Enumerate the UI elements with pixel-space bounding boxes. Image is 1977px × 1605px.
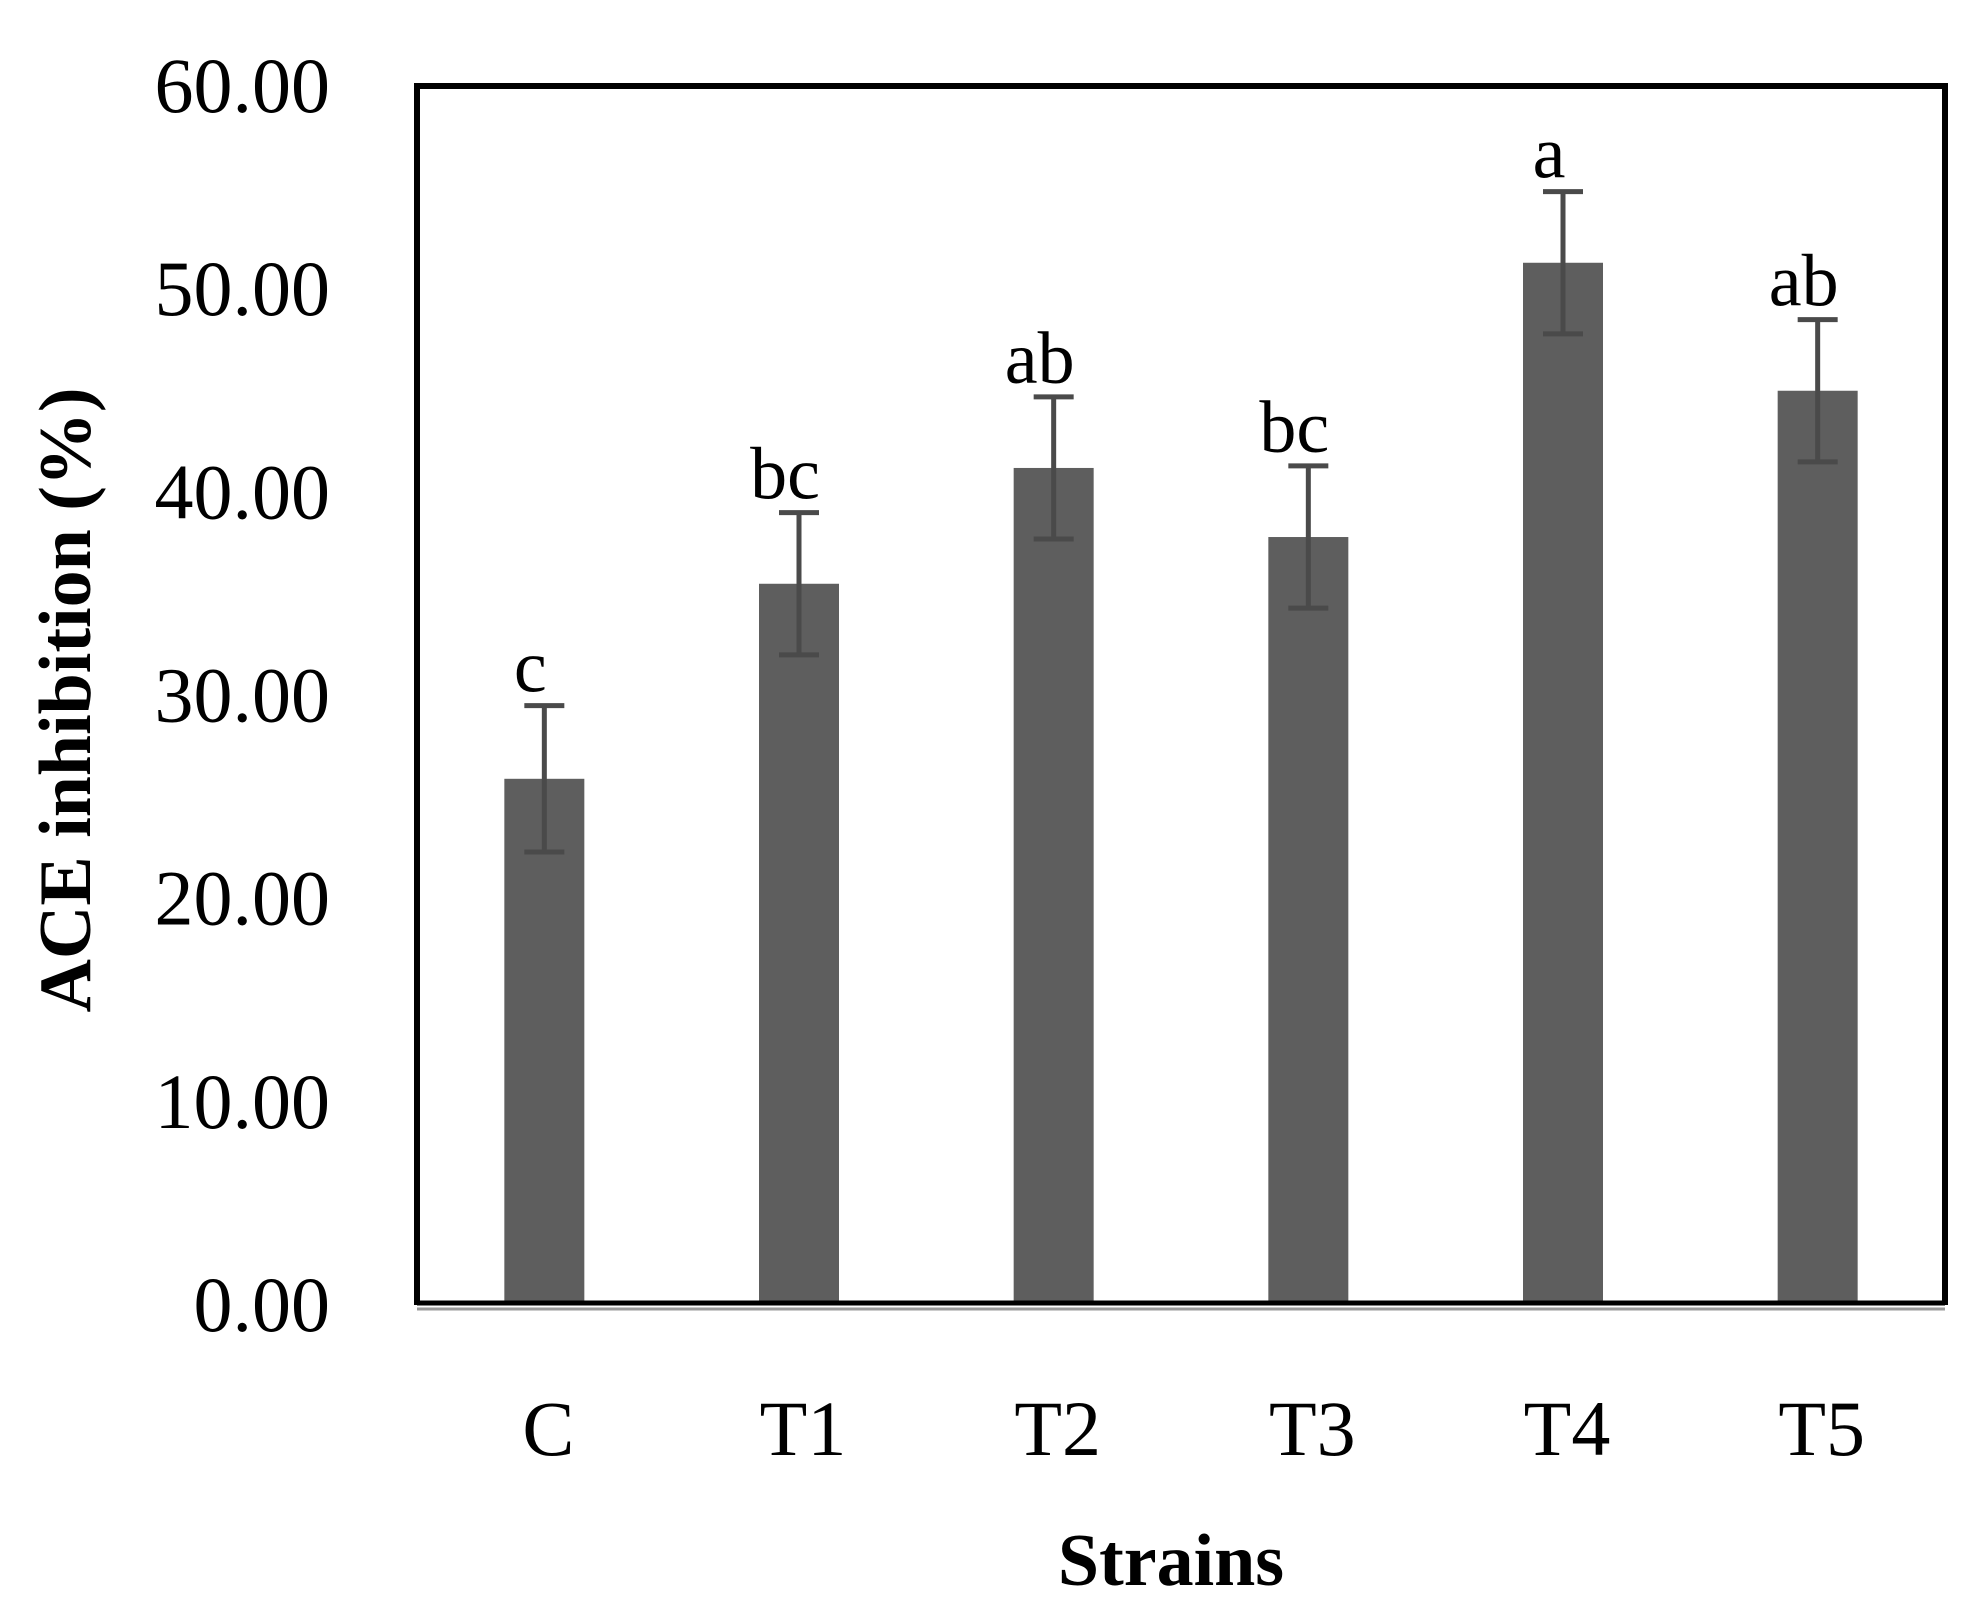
- significance-label: bc: [1259, 387, 1329, 469]
- plot-area: 0.00 10.00 20.00 30.00 40.00 50.00 60.00 c Cbc T1…: [155, 42, 1948, 1472]
- x-tick-label: T4: [1524, 1385, 1611, 1472]
- y-tick-label: 20.00: [155, 855, 331, 942]
- x-tick-label: T1: [760, 1385, 847, 1472]
- y-tick-label: 60.00: [155, 42, 331, 129]
- y-tick-label: 40.00: [155, 448, 331, 535]
- plot-frame: [414, 83, 1948, 1305]
- y-tick-label: 10.00: [155, 1058, 331, 1145]
- significance-label: c: [514, 627, 547, 709]
- x-tick-label: T2: [1014, 1385, 1101, 1472]
- x-tick-label: C: [522, 1385, 574, 1472]
- y-tick-label: 30.00: [155, 652, 331, 739]
- y-axis-title: ACE inhibition (%): [25, 387, 107, 1012]
- bar-t2: [1013, 467, 1094, 1305]
- x-axis-title: Strains: [1058, 1520, 1284, 1600]
- significance-label: bc: [750, 434, 820, 516]
- y-tick-label: 50.00: [155, 245, 331, 332]
- bar-t5: [1777, 390, 1858, 1305]
- significance-label: ab: [1005, 318, 1075, 400]
- bar-c: [504, 778, 585, 1305]
- bar-t4: [1523, 262, 1603, 1305]
- y-tick-label: 0.00: [194, 1261, 331, 1348]
- bar-t3: [1268, 537, 1349, 1305]
- significance-label: ab: [1769, 241, 1839, 323]
- x-tick-label: T5: [1778, 1385, 1865, 1472]
- x-tick-label: T3: [1269, 1385, 1356, 1472]
- significance-label: a: [1533, 113, 1566, 195]
- bar-t1: [759, 583, 839, 1305]
